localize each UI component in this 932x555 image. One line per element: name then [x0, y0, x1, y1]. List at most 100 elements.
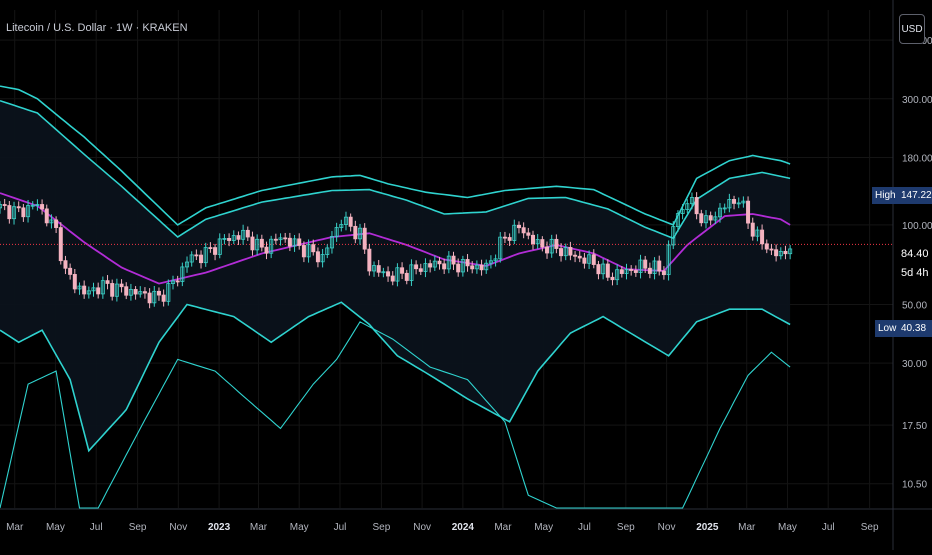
candle[interactable]: [110, 279, 115, 301]
candle[interactable]: [72, 268, 77, 294]
candle[interactable]: [315, 247, 320, 268]
candle[interactable]: [764, 239, 769, 254]
candle[interactable]: [409, 259, 414, 286]
candle[interactable]: [437, 257, 442, 270]
candle[interactable]: [414, 260, 419, 275]
candle[interactable]: [605, 259, 610, 281]
candle[interactable]: [484, 259, 489, 274]
symbol-title[interactable]: Litecoin / U.S. Dollar · 1W · KRAKEN: [6, 22, 188, 34]
candle[interactable]: [306, 239, 311, 263]
candle[interactable]: [185, 256, 190, 273]
candle[interactable]: [400, 262, 405, 280]
candle[interactable]: [680, 204, 685, 220]
candle[interactable]: [213, 243, 218, 261]
candle[interactable]: [372, 261, 377, 277]
candle[interactable]: [114, 278, 119, 302]
candle[interactable]: [49, 214, 54, 229]
candle[interactable]: [273, 233, 278, 245]
candle[interactable]: [722, 203, 727, 214]
candle[interactable]: [58, 222, 63, 265]
candle[interactable]: [26, 199, 31, 223]
candle[interactable]: [269, 235, 274, 259]
candle[interactable]: [530, 230, 535, 250]
candle[interactable]: [512, 219, 517, 245]
candle[interactable]: [451, 251, 456, 270]
candle[interactable]: [133, 286, 138, 300]
candle[interactable]: [241, 224, 246, 245]
candle[interactable]: [488, 255, 493, 269]
candle[interactable]: [156, 287, 161, 301]
candle[interactable]: [194, 249, 199, 261]
candle[interactable]: [297, 233, 302, 250]
candle[interactable]: [549, 234, 554, 258]
candle[interactable]: [161, 289, 166, 307]
candle[interactable]: [292, 234, 297, 252]
candle[interactable]: [250, 231, 255, 256]
candle[interactable]: [54, 216, 59, 233]
candle[interactable]: [746, 196, 751, 229]
candle[interactable]: [629, 265, 634, 276]
candle[interactable]: [152, 285, 157, 307]
candle[interactable]: [362, 223, 367, 254]
candle[interactable]: [301, 241, 306, 263]
candle[interactable]: [208, 242, 213, 253]
candle[interactable]: [12, 201, 17, 225]
candle[interactable]: [35, 199, 40, 211]
candle[interactable]: [596, 260, 601, 280]
candle[interactable]: [227, 233, 232, 247]
candle[interactable]: [633, 265, 638, 277]
candle[interactable]: [236, 231, 241, 245]
candle[interactable]: [367, 243, 372, 276]
candle[interactable]: [521, 222, 526, 239]
candle[interactable]: [203, 242, 208, 267]
candle[interactable]: [96, 282, 101, 299]
candle[interactable]: [100, 276, 105, 299]
candle[interactable]: [582, 252, 587, 269]
candle[interactable]: [259, 234, 264, 252]
candle[interactable]: [287, 232, 292, 252]
candle[interactable]: [694, 192, 699, 220]
candle[interactable]: [685, 199, 690, 214]
candle[interactable]: [0, 201, 3, 214]
candle[interactable]: [222, 234, 227, 245]
candle[interactable]: [460, 255, 465, 277]
candle[interactable]: [418, 263, 423, 276]
candle[interactable]: [170, 275, 175, 290]
candle[interactable]: [638, 254, 643, 279]
candle[interactable]: [142, 287, 147, 299]
candle[interactable]: [774, 244, 779, 262]
candle[interactable]: [577, 251, 582, 263]
candle[interactable]: [615, 264, 620, 286]
candle[interactable]: [255, 234, 260, 256]
candle[interactable]: [428, 259, 433, 273]
candle[interactable]: [619, 266, 624, 278]
candle[interactable]: [138, 286, 143, 298]
candle[interactable]: [44, 204, 49, 227]
candle[interactable]: [381, 267, 386, 278]
candle[interactable]: [63, 255, 68, 275]
candle[interactable]: [554, 234, 559, 254]
candle[interactable]: [175, 275, 180, 287]
candle[interactable]: [465, 254, 470, 272]
candle[interactable]: [699, 209, 704, 227]
candle[interactable]: [727, 193, 732, 213]
candle[interactable]: [587, 250, 592, 270]
candle[interactable]: [713, 211, 718, 225]
candle[interactable]: [442, 258, 447, 275]
candle[interactable]: [386, 266, 391, 282]
candle[interactable]: [516, 221, 521, 234]
candle[interactable]: [573, 251, 578, 263]
candle[interactable]: [675, 210, 680, 232]
currency-button[interactable]: USD: [899, 14, 925, 44]
candle[interactable]: [2, 198, 7, 211]
candle[interactable]: [545, 241, 550, 259]
candle[interactable]: [358, 223, 363, 245]
candle[interactable]: [217, 233, 222, 259]
candle[interactable]: [423, 258, 428, 278]
candle[interactable]: [376, 259, 381, 277]
candle[interactable]: [778, 247, 783, 260]
candle[interactable]: [741, 196, 746, 208]
candle[interactable]: [264, 241, 269, 260]
candle[interactable]: [353, 220, 358, 244]
